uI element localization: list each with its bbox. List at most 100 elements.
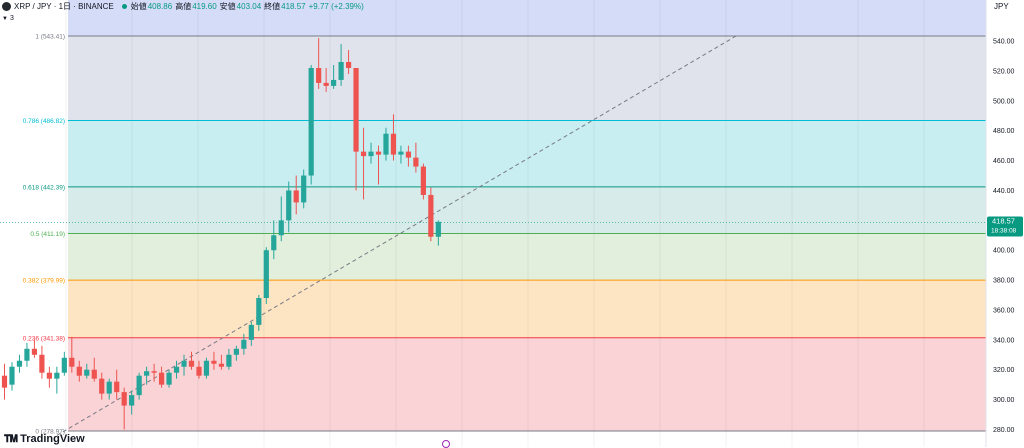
candle (196, 360, 202, 379)
fib-zone (68, 337, 986, 431)
trend-line (56, 34, 738, 436)
candle (353, 67, 359, 191)
candle (308, 64, 314, 185)
candle-body (293, 190, 299, 203)
candle (136, 372, 142, 400)
candle (345, 50, 352, 74)
symbol-header: XRP / JPY · 1日 · BINANCE 始値 408.86 高値 419.… (0, 0, 364, 13)
candle-body (435, 221, 441, 237)
candle (31, 339, 38, 358)
symbol-title[interactable]: XRP / JPY · 1日 · BINANCE (14, 2, 114, 11)
candle-body (188, 360, 195, 367)
candle (256, 295, 262, 331)
candle-body (114, 381, 120, 393)
tradingview-logo[interactable]: 𝐓𝐌 TradingView (4, 433, 85, 445)
candle-body (271, 235, 277, 251)
candle (91, 357, 97, 382)
indicator-toggle[interactable]: ▼ 3 (2, 15, 14, 22)
candle (106, 378, 112, 400)
candle-body (61, 357, 67, 373)
candles (1, 38, 441, 430)
candle-body (278, 220, 284, 236)
open-value: 408.86 (147, 2, 173, 11)
fib-zone (68, 233, 986, 281)
candle (188, 351, 195, 370)
candle-body (9, 366, 15, 385)
candle-body (173, 366, 180, 373)
candle (181, 354, 187, 376)
last-price-box (987, 216, 1023, 237)
candle-body (84, 369, 90, 376)
high-label: 高値 (175, 2, 192, 11)
candle (420, 163, 426, 200)
low-label: 安値 (219, 2, 236, 11)
fib-zone (68, 120, 986, 187)
candle (211, 351, 217, 370)
candle-body (390, 133, 397, 155)
close-label: 終値 (264, 2, 281, 11)
candle (173, 360, 180, 379)
candle (293, 175, 299, 215)
price-tick: 540.00 (993, 39, 1015, 46)
candle (144, 366, 150, 385)
price-tick: 500.00 (993, 98, 1015, 105)
candle (338, 44, 344, 86)
candle-body (413, 157, 419, 167)
candle-body (46, 372, 52, 379)
candle (413, 142, 419, 173)
candle-body (211, 360, 217, 364)
candle-body (428, 194, 434, 237)
candle-body (405, 151, 412, 158)
candle (233, 345, 239, 361)
logo-text: TradingView (20, 433, 85, 445)
candle-body (360, 151, 367, 157)
candle-body (121, 392, 127, 406)
candle (390, 114, 397, 161)
candle (1, 363, 8, 400)
candle (54, 366, 60, 394)
candle (166, 369, 172, 388)
price-tick: 380.00 (993, 278, 1015, 285)
candle-body (91, 369, 97, 379)
candle-body (241, 339, 247, 349)
candle-body (69, 357, 75, 367)
candle (360, 127, 367, 200)
candle-body (338, 62, 344, 80)
price-tick: 520.00 (993, 68, 1015, 75)
chevron-down-icon: ▼ (2, 15, 8, 22)
change-value: +9.77 (+2.39%) (308, 2, 364, 11)
candle-body (196, 366, 202, 376)
candle (301, 169, 307, 209)
candle-body (76, 366, 82, 376)
candle-body (144, 371, 150, 376)
price-tick: 280.00 (993, 427, 1015, 434)
candle (129, 390, 135, 415)
candle (69, 336, 75, 373)
candle-body (286, 190, 292, 221)
candle-body (263, 250, 269, 299)
xrp-logo-icon (2, 2, 11, 11)
price-scale-ticks: 280.00 300.00 320.00 340.00 360.00 380.00 400.… (993, 39, 1015, 434)
candle (316, 38, 322, 89)
candle (203, 357, 210, 379)
price-tick: 440.00 (993, 188, 1015, 195)
open-label: 始値 (130, 2, 147, 11)
fib-zones (68, 0, 986, 431)
tradingview-logo-icon: 𝐓𝐌 (4, 433, 18, 445)
candle (435, 220, 441, 246)
candle-body (248, 324, 254, 340)
candle (241, 333, 247, 355)
currency-label[interactable]: JPY (994, 2, 1009, 11)
price-tick: 400.00 (993, 248, 1015, 255)
high-value: 419.60 (192, 2, 217, 11)
candle-body (308, 67, 314, 176)
price-tick: 360.00 (993, 307, 1015, 314)
candle-body (256, 298, 262, 325)
candle-body (166, 372, 172, 385)
fib-label: 0.786 (486.82) (23, 118, 65, 125)
fib-label: 1 (543.41) (35, 34, 65, 41)
candle-body (383, 133, 389, 155)
indicator-count: 3 (9, 15, 14, 22)
candle-body (203, 360, 210, 376)
